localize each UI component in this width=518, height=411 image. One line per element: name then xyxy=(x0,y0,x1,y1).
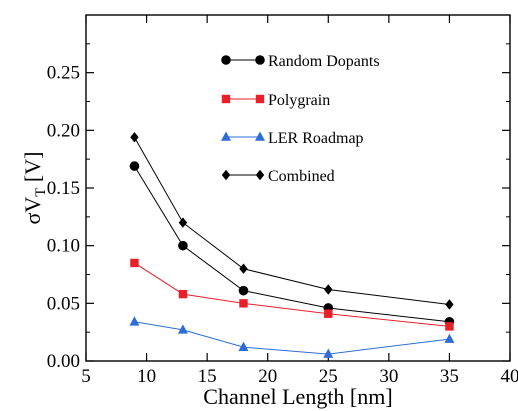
legend-marker xyxy=(255,94,265,104)
data-point xyxy=(238,285,249,296)
data-point xyxy=(238,341,249,351)
y-axis-title-main: σV xyxy=(20,197,45,225)
legend-marker xyxy=(221,94,231,104)
legend-item: Polygrain xyxy=(221,92,330,109)
data-point xyxy=(178,217,188,228)
legend-label: Combined xyxy=(268,168,335,185)
data-point xyxy=(444,333,455,343)
x-tick-label: 10 xyxy=(137,366,156,387)
axis-ticks: 5 10 15 20 25 30 35 40 0.00 0.05 0.10 0.15 0.20 0.25 xyxy=(47,15,518,387)
data-point xyxy=(239,299,248,308)
legend-item: Combined xyxy=(221,168,335,185)
data-point xyxy=(130,132,139,143)
y-axis-title: σVT [V] xyxy=(20,152,49,225)
data-point xyxy=(324,309,333,318)
data-point xyxy=(445,322,454,331)
legend-label: Random Dopants xyxy=(268,53,380,70)
x-tick-label: 25 xyxy=(319,366,338,387)
legend-marker xyxy=(255,55,265,65)
data-point xyxy=(178,289,188,299)
data-point xyxy=(129,161,140,171)
data-point xyxy=(324,284,333,295)
x-tick-label: 40 xyxy=(501,366,518,387)
series-layer xyxy=(129,132,455,358)
data-point xyxy=(177,324,188,334)
series-combined xyxy=(130,132,454,310)
data-point xyxy=(445,299,454,310)
x-tick-label: 35 xyxy=(440,366,459,387)
y-axis-title-subscript: T xyxy=(33,188,49,197)
legend-label: Polygrain xyxy=(268,92,330,109)
x-tick-label: 5 xyxy=(81,366,91,387)
legend-label: LER Roadmap xyxy=(268,130,364,147)
series-random-dopants xyxy=(129,161,455,327)
x-tick-label: 30 xyxy=(379,366,398,387)
y-tick-label: 0.25 xyxy=(47,63,80,84)
data-point xyxy=(130,258,139,268)
legend-marker xyxy=(221,131,231,141)
data-point xyxy=(323,348,334,358)
data-point xyxy=(129,316,140,326)
y-tick-label: 0.00 xyxy=(47,351,80,372)
legend-item: Random Dopants xyxy=(221,53,380,70)
legend-item: LER Roadmap xyxy=(221,130,364,147)
legend-marker xyxy=(255,169,265,181)
legend-marker xyxy=(255,131,265,141)
data-point xyxy=(178,240,188,251)
y-tick-label: 0.15 xyxy=(47,178,80,199)
series-ler-roadmap xyxy=(129,316,455,358)
y-tick-label: 0.20 xyxy=(47,120,80,141)
legend-marker xyxy=(221,169,231,181)
legend-marker xyxy=(221,55,231,65)
x-tick-label: 15 xyxy=(198,366,217,387)
series-polygrain xyxy=(130,258,454,331)
y-tick-label: 0.10 xyxy=(47,236,80,257)
legend: Random Dopants Polygrain LER Roadmap Combin… xyxy=(221,53,380,185)
y-axis-title-unit: [V] xyxy=(20,152,45,188)
data-point xyxy=(239,263,248,274)
x-tick-label: 20 xyxy=(258,366,277,387)
y-tick-label: 0.05 xyxy=(47,293,80,314)
x-axis-title: Channel Length [nm] xyxy=(203,384,392,409)
